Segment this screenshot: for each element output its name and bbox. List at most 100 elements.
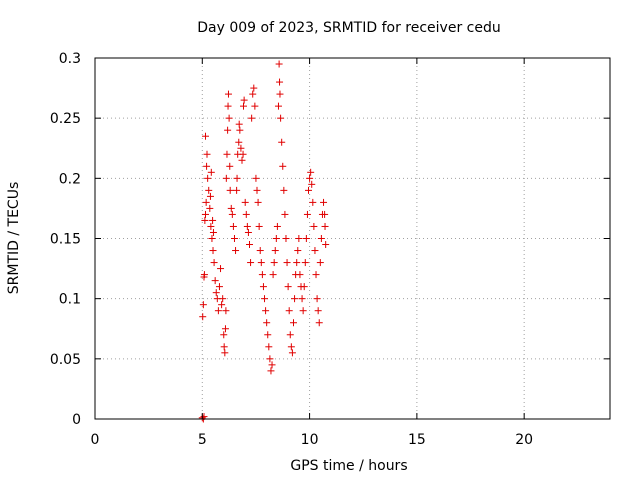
data-point [313,295,321,303]
data-point [255,222,263,230]
data-point [238,156,246,164]
data-point [283,259,291,267]
data-point [316,259,324,267]
data-point [246,241,253,249]
plot-frame [94,57,611,420]
data-point [227,204,235,212]
x-tick-label: 20 [515,432,533,448]
data-point [279,162,287,170]
data-point [247,259,255,267]
data-point [288,349,296,357]
data-point [223,150,231,158]
data-point [289,319,297,327]
data-point [273,222,281,230]
data-point [310,222,318,230]
data-point [232,247,240,255]
data-point [261,295,269,303]
data-point [302,235,310,242]
data-point [306,174,314,182]
data-point [208,235,216,242]
x-tick-label: 10 [301,432,319,448]
data-point [272,235,280,242]
data-point [256,247,264,255]
data-point [307,168,315,176]
data-point [262,307,270,315]
x-tick-label: 5 [198,432,207,448]
y-tick-label: 0.1 [59,292,81,308]
data-point [315,319,323,327]
data-point [299,307,307,315]
grid-lines [95,58,610,419]
data-point [209,228,217,236]
data-point [237,144,245,152]
data-point [320,198,328,206]
data-point [312,271,320,279]
x-tick-labels: 0 5 10 15 20 [91,432,534,448]
data-point [240,96,248,104]
data-point [270,259,278,267]
data-point [239,102,247,110]
data-point [298,295,306,303]
data-point [244,228,252,236]
chart-title: Day 009 of 2023, SRMTID for receiver ced… [197,20,500,36]
data-point [226,162,234,170]
data-point [301,259,309,267]
data-point [271,247,279,255]
data-point [221,325,229,333]
data-point [202,132,210,140]
axis-ticks [94,57,610,420]
data-point [243,222,251,230]
data-point [295,235,303,242]
data-point [266,355,274,363]
data-point [207,168,215,176]
data-point [278,138,286,146]
data-point [308,180,316,188]
data-point [203,150,211,158]
data-point [215,283,223,291]
data-point [210,259,218,267]
data-point [253,186,261,194]
data-point [265,343,273,351]
data-point [199,313,207,321]
data-point [317,235,325,242]
data-point [217,265,225,273]
data-point [220,331,228,339]
data-point [303,210,311,218]
data-point [249,90,257,98]
data-point [206,204,214,212]
data-point [291,295,299,303]
data-point [220,343,228,351]
data-point [251,102,259,110]
y-tick-label: 0.05 [50,352,81,368]
data-point [200,271,208,279]
y-tick-label: 0 [72,412,81,428]
data-point [236,126,244,134]
data-point [321,222,329,230]
data-point [224,102,232,110]
data-point [264,331,272,339]
data-point [209,216,217,224]
data-point [267,367,275,375]
data-point [284,283,292,291]
data-point [229,222,237,230]
data-point [233,174,241,182]
data-point [225,114,233,122]
data-point [214,307,222,315]
data-point [218,301,226,309]
data-point [235,138,243,146]
data-point [276,90,284,98]
data-point [268,361,276,369]
data-point [224,126,232,134]
data-point [241,198,249,206]
data-point [203,162,211,170]
data-point [257,259,265,267]
data-point [219,295,227,303]
data-point [293,259,301,267]
x-axis-label: GPS time / hours [290,458,407,474]
data-point [202,198,210,206]
data-point [276,78,284,86]
data-point [258,271,266,279]
data-point [201,216,209,224]
data-point [311,247,319,255]
